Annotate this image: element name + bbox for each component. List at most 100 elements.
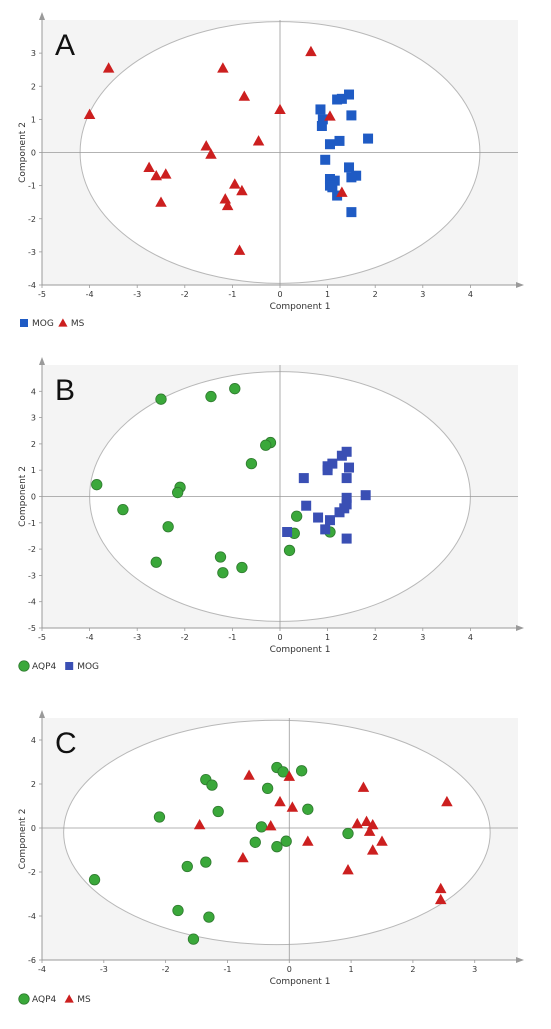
data-point	[264, 820, 277, 831]
data-point	[255, 821, 268, 833]
data-point	[200, 140, 212, 151]
data-point	[271, 841, 283, 853]
data-point	[283, 544, 296, 557]
series-aqp4	[88, 761, 354, 945]
y-tick-label: -4	[28, 598, 36, 607]
panel-label: B	[55, 374, 75, 407]
data-point	[344, 462, 355, 473]
data-point	[341, 473, 352, 484]
data-point	[150, 169, 162, 181]
x-tick-label: 0	[277, 633, 282, 642]
y-tick-label: 2	[31, 440, 36, 449]
panel-label: A	[55, 29, 75, 62]
y-tick-label: 3	[31, 49, 36, 58]
data-point	[88, 874, 101, 886]
data-point	[229, 178, 241, 189]
x-tick-label: -4	[86, 633, 94, 642]
x-axis-arrow	[516, 282, 524, 288]
data-point	[245, 457, 258, 470]
data-point	[341, 446, 352, 457]
data-point	[346, 207, 357, 218]
data-point	[212, 805, 224, 818]
data-point	[346, 110, 357, 121]
x-tick-label: -1	[223, 965, 231, 974]
data-point	[441, 795, 453, 807]
data-point	[320, 524, 331, 535]
legend-marker	[20, 319, 28, 327]
data-point	[153, 811, 166, 823]
x-axis-arrow	[516, 625, 524, 631]
x-tick-label: -1	[228, 290, 236, 299]
x-tick-label: 1	[325, 633, 330, 642]
data-point	[172, 486, 184, 499]
series-ms	[193, 769, 453, 905]
data-point	[238, 90, 251, 101]
y-tick-label: 1	[31, 115, 36, 124]
y-axis-arrow	[39, 12, 45, 20]
x-tick-label: -4	[38, 965, 46, 974]
x-tick-label: 1	[349, 965, 354, 974]
data-point	[324, 139, 335, 150]
y-tick-label: 1	[31, 466, 36, 475]
data-point	[274, 795, 286, 807]
data-point	[322, 465, 333, 476]
data-point	[155, 393, 167, 405]
legend-marker	[64, 994, 74, 1003]
data-point	[334, 507, 345, 518]
x-tick-label: -5	[38, 633, 46, 642]
data-point	[305, 45, 317, 57]
data-point	[313, 512, 324, 523]
x-tick-label: 2	[373, 633, 378, 642]
series-aqp4	[91, 383, 336, 579]
data-point	[283, 770, 296, 781]
x-tick-label: 4	[468, 290, 473, 299]
data-point	[187, 933, 200, 945]
y-axis-label: Component 2	[18, 122, 28, 183]
data-point	[434, 893, 447, 905]
y-tick-label: -3	[28, 248, 36, 257]
x-tick-label: -3	[133, 290, 141, 299]
y-axis-arrow	[39, 357, 45, 365]
data-point	[291, 510, 303, 522]
x-tick-label: 0	[277, 290, 282, 299]
data-point	[334, 135, 345, 146]
x-tick-label: 1	[325, 290, 330, 299]
y-tick-label: -2	[28, 215, 36, 224]
data-point	[360, 815, 373, 826]
x-tick-label: 2	[410, 965, 415, 974]
x-tick-label: 3	[420, 633, 425, 642]
x-tick-label: -3	[133, 633, 141, 642]
data-point	[298, 473, 309, 484]
data-point	[336, 93, 347, 104]
data-point	[342, 864, 354, 875]
y-tick-label: -3	[28, 571, 36, 580]
data-point	[277, 766, 289, 778]
data-point	[236, 184, 248, 196]
data-point	[221, 199, 234, 211]
data-point	[302, 835, 314, 846]
data-point	[205, 148, 217, 159]
data-point	[357, 781, 370, 792]
legend-marker	[65, 662, 74, 670]
data-point	[237, 851, 249, 863]
data-point	[327, 458, 338, 469]
data-point	[274, 103, 286, 115]
legend-entry: MOG	[77, 662, 99, 672]
data-point	[236, 561, 248, 574]
panel-label: C	[55, 727, 77, 760]
legend-entry: MOG	[32, 319, 54, 329]
y-tick-label: -2	[28, 545, 36, 554]
data-point	[249, 836, 261, 848]
y-axis-arrow	[39, 710, 45, 718]
data-point	[193, 818, 206, 830]
data-point	[214, 551, 227, 563]
legend-marker	[18, 993, 30, 1005]
data-point	[316, 121, 327, 131]
data-point	[260, 439, 272, 451]
data-point	[203, 911, 215, 923]
x-axis-label: Component 1	[270, 645, 331, 655]
series-mog	[282, 446, 371, 544]
data-point	[344, 89, 355, 100]
